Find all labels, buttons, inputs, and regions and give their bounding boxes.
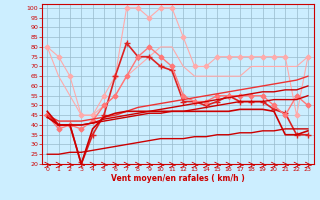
X-axis label: Vent moyen/en rafales ( km/h ): Vent moyen/en rafales ( km/h ) (111, 174, 244, 183)
